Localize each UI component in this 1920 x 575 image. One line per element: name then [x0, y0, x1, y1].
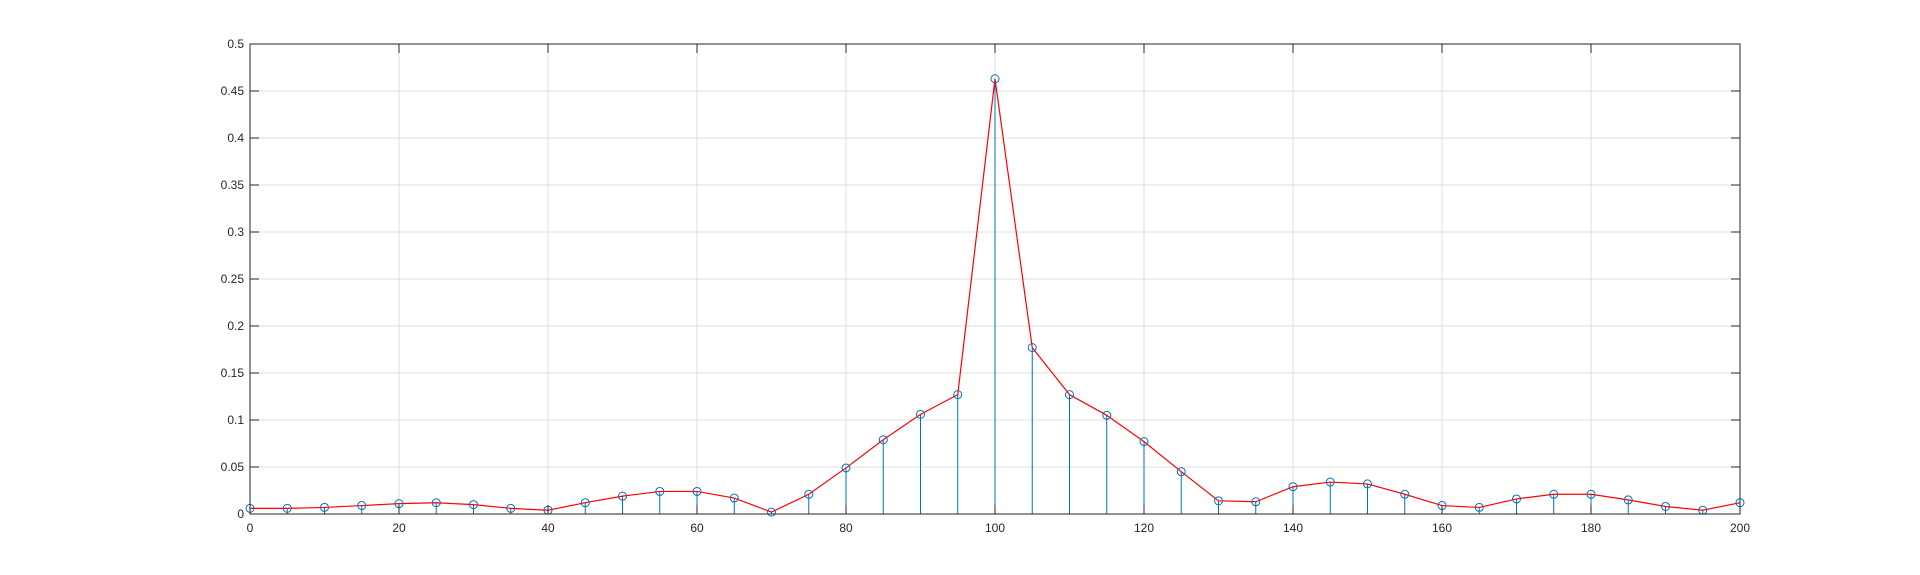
data-point [357, 501, 367, 511]
x-tick-label: 180 [1581, 521, 1601, 535]
y-tick-label: 0.2 [227, 319, 244, 333]
data-point [692, 486, 702, 496]
x-tick-label: 140 [1283, 521, 1303, 535]
data-point [1214, 496, 1223, 506]
data-point [990, 74, 1000, 84]
data-point [1325, 477, 1335, 487]
data-point [1512, 494, 1521, 504]
x-tick-label: 200 [1730, 521, 1750, 535]
y-tick-labels: 0 0.05 0.1 0.15 0.2 0.25 0.3 0.35 0.4 0.45 0.5 [221, 37, 245, 521]
data-point [618, 491, 627, 501]
data-point [767, 507, 776, 517]
data-point [729, 493, 739, 503]
y-tick-label: 0.1 [227, 413, 244, 427]
x-tick-label: 100 [985, 521, 1005, 535]
data-point [1549, 489, 1559, 499]
data-point [1400, 489, 1410, 499]
data-point [1139, 437, 1149, 447]
data-point [1474, 502, 1484, 512]
data-point [916, 409, 925, 419]
data-point [1251, 497, 1261, 507]
series-line [250, 78, 1741, 513]
data-point [953, 390, 963, 400]
data-point [1176, 467, 1186, 477]
y-tick-label: 0.35 [221, 178, 245, 192]
data-point [580, 498, 590, 508]
data-point [1586, 489, 1596, 499]
x-tick-label: 120 [1134, 521, 1154, 535]
data-point [841, 463, 851, 473]
x-tick-label: 0 [247, 521, 254, 535]
data-point [1623, 495, 1633, 505]
data-point [1288, 482, 1298, 492]
data-point [1363, 479, 1372, 489]
data-point [1065, 390, 1074, 400]
y-tick-label: 0.45 [221, 84, 245, 98]
y-tick-label: 0.15 [221, 366, 245, 380]
y-tick-label: 0.05 [221, 460, 245, 474]
x-tick-label: 20 [392, 521, 406, 535]
data-point [878, 435, 888, 445]
data-point [1102, 410, 1112, 420]
data-point [431, 498, 441, 508]
data-point [804, 489, 814, 499]
x-tick-label: 40 [541, 521, 555, 535]
x-tick-labels: 0 20 40 60 80 100 120 140 160 180 200 [247, 521, 1751, 535]
y-tick-label: 0 [237, 507, 244, 521]
y-tick-label: 0.25 [221, 272, 245, 286]
y-tick-label: 0.3 [227, 225, 244, 239]
data-point [655, 486, 665, 496]
ticks [249, 43, 1741, 515]
data-point [320, 502, 329, 512]
x-tick-label: 60 [690, 521, 704, 535]
x-tick-label: 160 [1432, 521, 1452, 535]
data-point [506, 503, 516, 513]
data-point [1661, 501, 1670, 511]
data-point [469, 500, 478, 510]
y-tick-label: 0.4 [227, 131, 244, 145]
data-point [282, 503, 292, 513]
data-point [1027, 343, 1037, 353]
x-tick-label: 80 [839, 521, 853, 535]
y-tick-label: 0.5 [227, 37, 244, 51]
stems [249, 78, 1741, 514]
